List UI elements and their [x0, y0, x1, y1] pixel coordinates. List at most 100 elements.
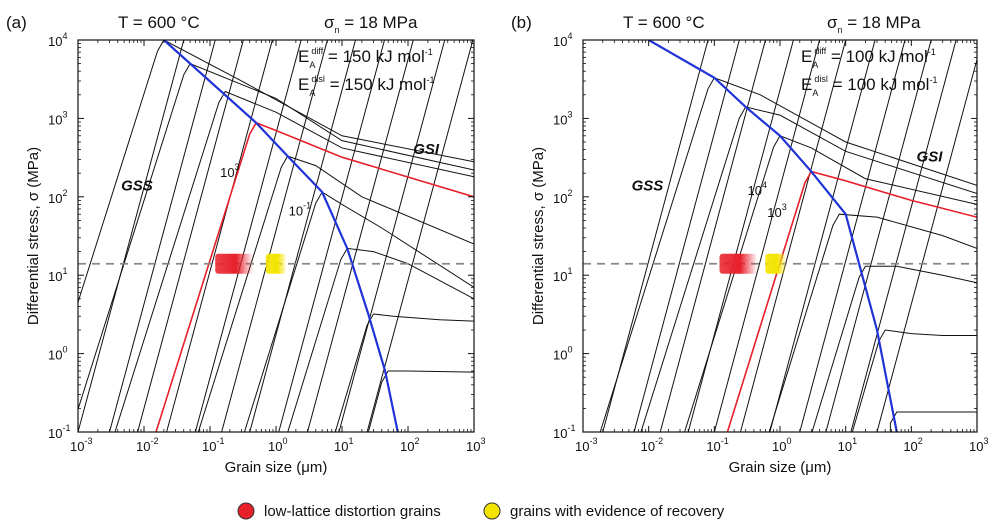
- y-tick-label: 10-1: [48, 423, 70, 441]
- curve-label: 103: [220, 162, 239, 180]
- x-tick-label: 10-3: [70, 436, 92, 454]
- normal-stress-label: σn = 18 MPa: [324, 13, 418, 35]
- curve: [367, 370, 474, 432]
- curve: [78, 40, 474, 304]
- gss-line: [194, 40, 302, 432]
- gss-line: [137, 40, 244, 432]
- field-boundary: [163, 40, 399, 432]
- x-axis-label: Grain size (μm): [225, 459, 328, 476]
- x-tick-label: 102: [400, 436, 419, 454]
- y-tick-label: 10-1: [553, 423, 575, 441]
- panel-label: (b): [511, 13, 532, 32]
- curve: [334, 313, 474, 432]
- region-label-gss: GSS: [632, 178, 664, 195]
- x-tick-label: 102: [903, 436, 922, 454]
- x-axis-label: Grain size (μm): [729, 459, 832, 476]
- curve-label: 10-1: [289, 200, 311, 218]
- y-axis-label: Differential stress, σ (MPa): [530, 147, 547, 325]
- temperature-label: T = 600 °C: [118, 13, 200, 32]
- curve: [599, 77, 977, 432]
- gss-line: [278, 40, 386, 432]
- legend: low-lattice distortion grains grains wit…: [237, 502, 725, 520]
- activation-energy-label: EAdiff = 100 kJ mol-1: [801, 46, 936, 70]
- curve: [640, 106, 977, 432]
- panel-b: 10-3 10-2 10-1 100 101 102 103 10-1 100 101 102 103…: [511, 13, 988, 476]
- gss-line: [799, 40, 906, 432]
- curve: [889, 411, 977, 432]
- marker-low-lattice: [215, 253, 254, 274]
- y-tick-label: 101: [553, 266, 572, 284]
- x-tick-label: 101: [838, 436, 857, 454]
- x-tick-label: 103: [969, 436, 988, 454]
- field-boundary: [648, 40, 898, 432]
- y-tick-label: 101: [48, 266, 67, 284]
- gss-line: [366, 40, 474, 432]
- activation-energy-label: EAdisl = 100 kJ mol-1: [801, 74, 937, 98]
- curve: [684, 135, 977, 432]
- panel-a: 10-3 10-2 10-1 100 101 102 103 10-1 100 101 102 103…: [6, 13, 485, 476]
- y-tick-label: 100: [553, 345, 572, 363]
- normal-stress-label: σn = 18 MPa: [827, 13, 921, 35]
- legend-swatch-red: [237, 502, 255, 520]
- marker-recovery: [765, 253, 786, 274]
- gss-line: [78, 40, 185, 432]
- temperature-label: T = 600 °C: [623, 13, 705, 32]
- curve: [78, 62, 474, 412]
- gss-line: [307, 40, 414, 432]
- curve-label: 104: [747, 180, 766, 198]
- y-tick-label: 100: [48, 345, 67, 363]
- gss-line: [221, 40, 328, 432]
- y-axis-label: Differential stress, σ (MPa): [25, 147, 42, 325]
- gss-line: [109, 40, 216, 432]
- x-tick-label: 10-1: [706, 436, 728, 454]
- curve: [768, 213, 977, 432]
- x-tick-label: 100: [268, 436, 287, 454]
- gss-line: [876, 57, 977, 432]
- plot-frame: [582, 39, 978, 433]
- region-label-gss: GSS: [121, 178, 153, 195]
- curve: [197, 155, 474, 432]
- x-tick-label: 10-1: [202, 436, 224, 454]
- x-tick-label: 101: [334, 436, 353, 454]
- y-tick-label: 103: [553, 109, 572, 127]
- curve-label: 103: [767, 202, 786, 220]
- y-tick-label: 104: [553, 31, 572, 49]
- gss-line: [633, 40, 740, 432]
- plot-area: [78, 40, 474, 432]
- gss-line: [602, 40, 709, 432]
- y-tick-label: 102: [553, 188, 572, 206]
- marker-low-lattice: [719, 253, 758, 274]
- gss-line: [338, 40, 446, 432]
- region-label-gsi: GSI: [413, 141, 440, 158]
- activation-energy-label: EAdisl = 150 kJ mol-1: [298, 74, 434, 98]
- gss-line: [687, 40, 794, 432]
- x-tick-label: 10-3: [575, 436, 597, 454]
- plot-area: [599, 40, 977, 432]
- x-tick-label: 10-2: [136, 436, 158, 454]
- legend-label-yellow: grains with evidence of recovery: [510, 503, 725, 520]
- curve-highlight: [155, 121, 474, 432]
- curve: [114, 90, 474, 432]
- gss-line: [166, 40, 273, 432]
- panel-label: (a): [6, 13, 27, 32]
- region-label-gsi: GSI: [917, 149, 944, 166]
- gss-line: [825, 40, 932, 432]
- y-tick-label: 103: [48, 109, 67, 127]
- gss-line: [713, 40, 821, 432]
- x-tick-label: 10-2: [641, 436, 663, 454]
- x-tick-label: 100: [772, 436, 791, 454]
- legend-swatch-yellow: [483, 502, 501, 520]
- gss-line: [659, 40, 766, 432]
- marker-recovery: [265, 253, 286, 274]
- gss-line: [249, 40, 357, 432]
- y-tick-label: 102: [48, 188, 67, 206]
- curve: [243, 191, 474, 432]
- gss-line: [739, 40, 847, 432]
- gss-line: [850, 40, 957, 432]
- curve: [287, 247, 474, 432]
- curve: [811, 265, 977, 432]
- curve: [851, 329, 977, 432]
- curve-highlight: [726, 170, 977, 432]
- x-tick-label: 103: [466, 436, 485, 454]
